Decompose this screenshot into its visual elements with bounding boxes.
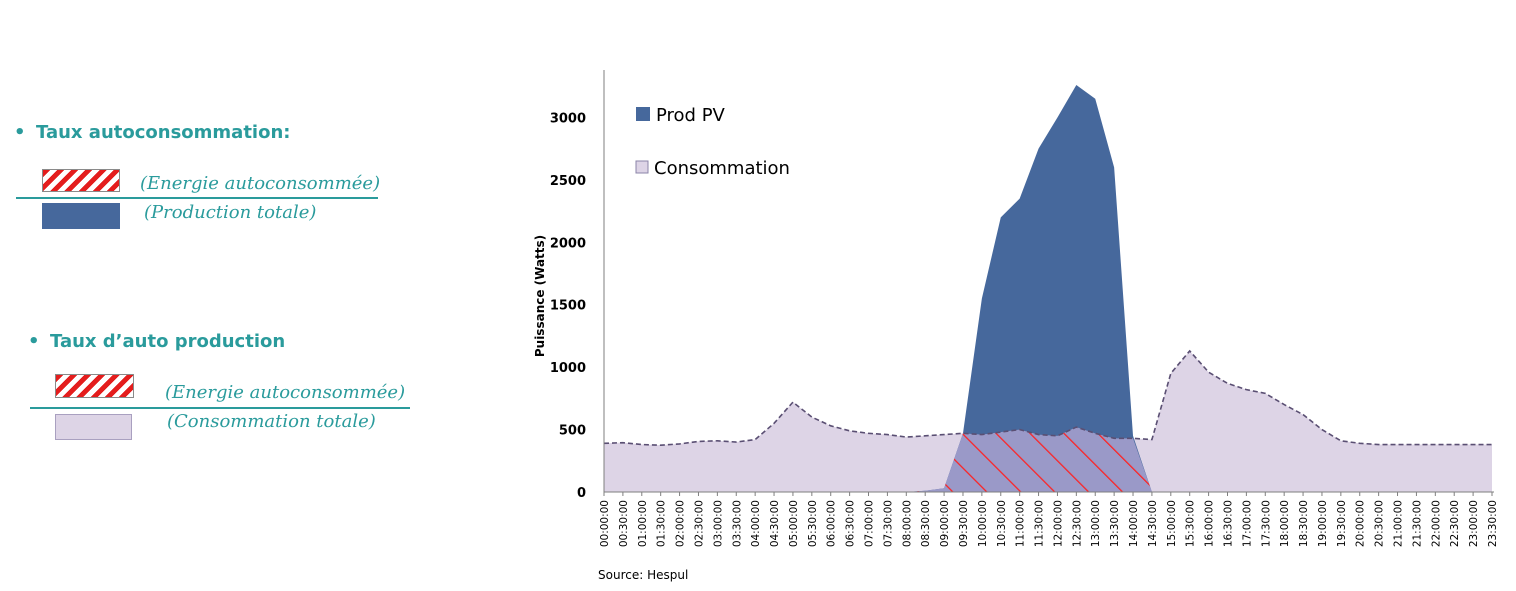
legend-conso-swatch (635, 160, 649, 174)
x-tick-label: 02:00:00 (675, 500, 687, 547)
x-tick-label: 10:00:00 (977, 500, 989, 547)
x-tick-label: 18:00:00 (1279, 500, 1291, 547)
x-tick-label: 00:30:00 (618, 500, 630, 547)
x-ticks: 00:00:00 00:30:00 01:00:00 01:30:00 02:00:00… (599, 492, 1499, 547)
x-tick-label: 01:30:00 (656, 500, 668, 547)
x-tick-label: 13:00:00 (1090, 500, 1102, 547)
y-tick-label: 3000 (550, 111, 586, 126)
x-tick-label: 08:30:00 (920, 500, 932, 547)
x-tick-label: 03:00:00 (712, 500, 724, 547)
conso-line (603, 349, 1492, 446)
x-tick-label: 19:00:00 (1317, 500, 1329, 547)
x-tick-label: 12:00:00 (1052, 500, 1064, 547)
numerator-energie-autoconsommee-2: (Energie autoconsommée) (165, 382, 406, 403)
legend: Prod PV Consommation (635, 105, 790, 179)
x-tick-label: 23:00:00 (1468, 500, 1480, 547)
prod-swatch-icon (42, 203, 120, 229)
x-tick-label: 22:00:00 (1430, 500, 1442, 547)
hatch-swatch-icon (42, 169, 120, 192)
x-tick-label: 05:30:00 (807, 500, 819, 547)
legend-conso-label: Consommation (654, 158, 790, 179)
legend-prod-label: Prod PV (656, 105, 726, 126)
y-axis-title: Puissance (Watts) (533, 235, 547, 357)
bullet-autoconsommation: • Taux autoconsommation: (14, 122, 290, 143)
x-tick-label: 20:30:00 (1374, 500, 1386, 547)
x-tick-label: 05:00:00 (788, 500, 800, 547)
hatch-swatch-icon (55, 374, 134, 398)
x-tick-label: 01:00:00 (637, 500, 649, 547)
x-tick-label: 10:30:00 (996, 500, 1008, 547)
fraction-bar (16, 197, 378, 199)
fraction-bar (30, 407, 410, 409)
x-tick-label: 16:00:00 (1204, 500, 1216, 547)
x-tick-label: 07:00:00 (864, 500, 876, 547)
denominator-production-totale: (Production totale) (144, 202, 317, 223)
x-tick-label: 04:00:00 (750, 500, 762, 547)
x-tick-label: 12:30:00 (1071, 500, 1083, 547)
x-tick-label: 19:30:00 (1336, 500, 1348, 547)
power-chart: 0 500 1000 1500 2000 2500 3000 00:00:00 00:30:0… (533, 70, 1499, 582)
legend-prod-swatch (636, 107, 650, 121)
x-tick-label: 21:00:00 (1393, 500, 1405, 547)
y-ticks: 0 500 1000 1500 2000 2500 3000 (550, 111, 586, 501)
x-tick-label: 03:30:00 (731, 500, 743, 547)
formula-panel: • Taux autoconsommation: (Energie autocon… (0, 0, 520, 591)
x-tick-label: 00:00:00 (599, 500, 611, 547)
y-tick-label: 0 (577, 486, 586, 501)
x-tick-label: 23:30:00 (1487, 500, 1499, 547)
x-tick-label: 08:00:00 (901, 500, 913, 547)
x-tick-label: 18:30:00 (1298, 500, 1310, 547)
x-tick-label: 15:30:00 (1185, 500, 1197, 547)
x-tick-label: 02:30:00 (693, 500, 705, 547)
x-tick-label: 14:30:00 (1147, 500, 1159, 547)
conso-area (604, 350, 1492, 492)
bullet-dot: • (28, 331, 40, 352)
y-tick-label: 1000 (550, 361, 586, 376)
x-tick-label: 17:30:00 (1260, 500, 1272, 547)
prod-area (604, 84, 1492, 492)
x-tick-label: 15:00:00 (1166, 500, 1178, 547)
x-tick-label: 16:30:00 (1222, 500, 1234, 547)
y-tick-label: 2500 (550, 174, 586, 189)
x-tick-label: 09:00:00 (939, 500, 951, 547)
x-tick-label: 11:00:00 (1015, 500, 1027, 547)
x-tick-label: 06:30:00 (845, 500, 857, 547)
y-tick-label: 1500 (550, 299, 586, 314)
x-tick-label: 09:30:00 (958, 500, 970, 547)
x-tick-label: 21:30:00 (1411, 500, 1423, 547)
title-autoconsommation: Taux autoconsommation: (36, 122, 291, 143)
title-autoproduction: Taux d’auto production (50, 331, 286, 352)
x-tick-label: 22:30:00 (1449, 500, 1461, 547)
bullet-dot: • (14, 122, 26, 143)
bullet-autoproduction: • Taux d’auto production (28, 331, 285, 352)
source-caption: Source: Hespul (598, 568, 688, 582)
conso-swatch-icon (55, 414, 132, 440)
y-tick-label: 2000 (550, 236, 586, 251)
numerator-energie-autoconsommee: (Energie autoconsommée) (140, 173, 381, 194)
x-tick-label: 13:30:00 (1109, 500, 1121, 547)
plot-area (603, 84, 1492, 492)
x-tick-label: 20:00:00 (1355, 500, 1367, 547)
x-tick-label: 06:00:00 (826, 500, 838, 547)
x-tick-label: 17:00:00 (1241, 500, 1253, 547)
x-tick-label: 11:30:00 (1034, 500, 1046, 547)
y-tick-label: 500 (559, 424, 586, 439)
x-tick-label: 14:00:00 (1128, 500, 1140, 547)
denominator-consommation-totale: (Consommation totale) (167, 411, 376, 432)
x-tick-label: 07:30:00 (882, 500, 894, 547)
x-tick-label: 04:30:00 (769, 500, 781, 547)
